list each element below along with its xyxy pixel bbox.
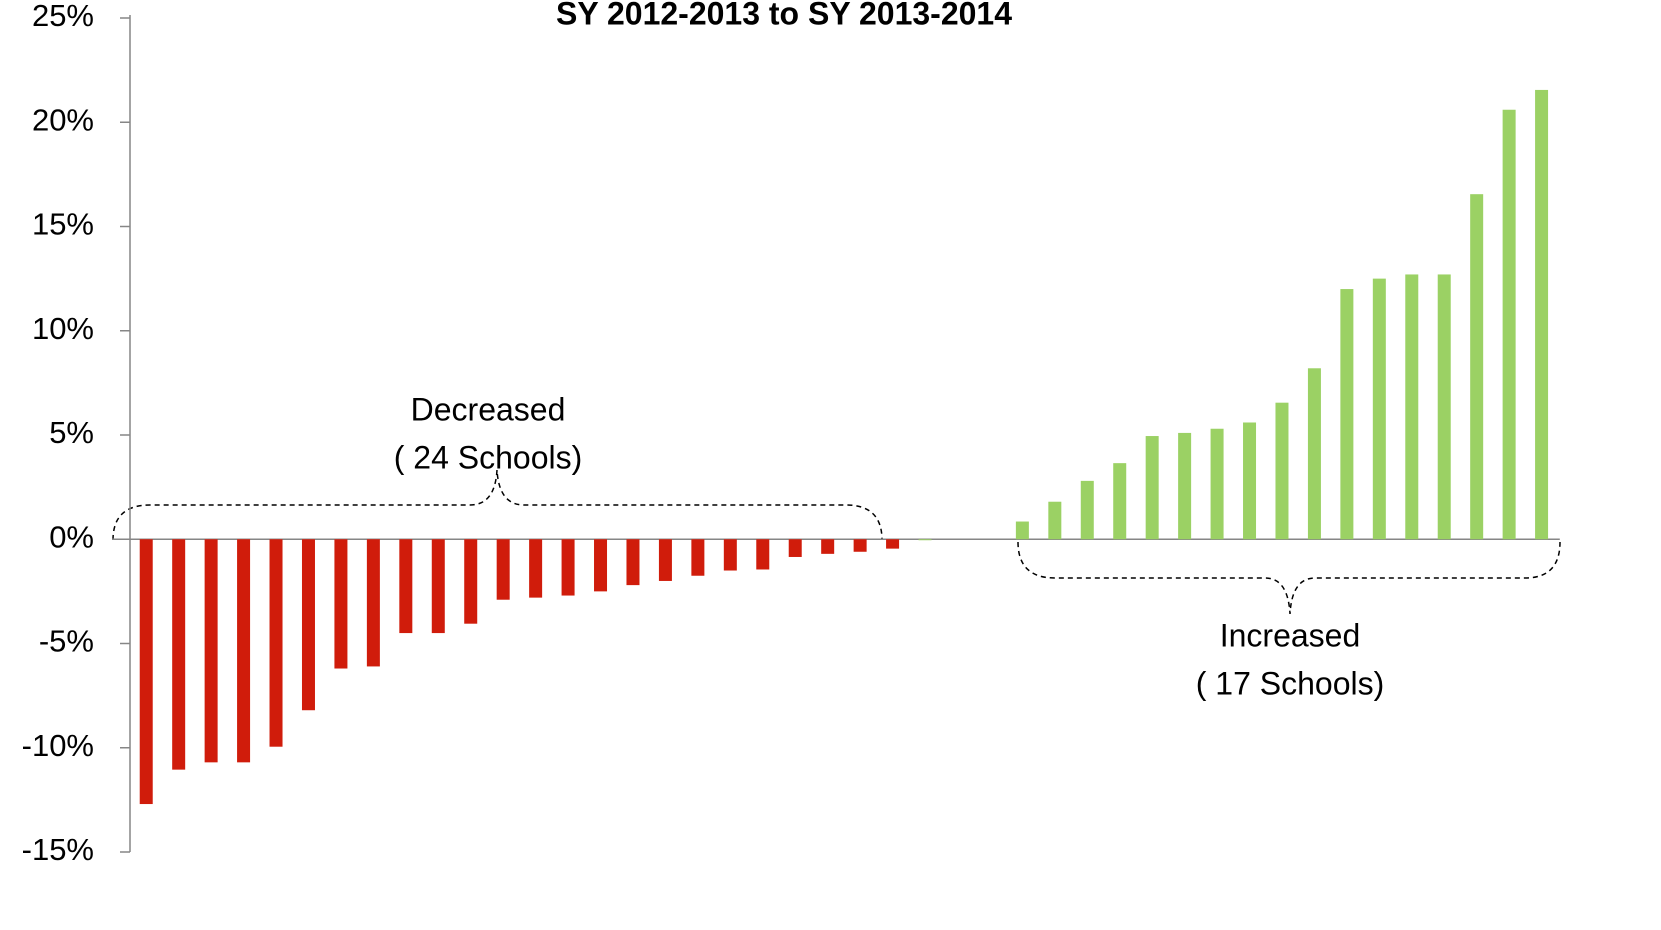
- chart-title: SY 2012-2013 to SY 2013-2014: [556, 0, 1012, 31]
- y-tick-label: -10%: [22, 728, 94, 763]
- y-tick-label: -5%: [39, 624, 94, 659]
- bar: [1178, 432, 1192, 540]
- bar: [496, 539, 510, 600]
- bar: [431, 539, 445, 634]
- bar: [561, 539, 575, 596]
- annotation: Decreased: [411, 391, 566, 427]
- bar: [594, 539, 608, 592]
- bar: [853, 539, 867, 552]
- bar: [1113, 463, 1127, 540]
- bar: [1275, 402, 1289, 540]
- y-tick-label: -15%: [22, 832, 94, 867]
- bar: [788, 539, 802, 557]
- bar: [723, 539, 737, 571]
- bar: [139, 539, 153, 805]
- bar: [1470, 194, 1484, 540]
- bar: [1048, 501, 1062, 540]
- bar: [1340, 289, 1354, 540]
- bar: [399, 539, 413, 634]
- annotation: ( 24 Schools): [394, 439, 583, 475]
- y-tick-label: 10%: [32, 311, 94, 346]
- annotation: ( 17 Schools): [1196, 665, 1385, 701]
- y-tick-label: 0%: [49, 519, 94, 554]
- bar: [237, 539, 251, 763]
- bar: [464, 539, 478, 624]
- bar: [918, 539, 932, 541]
- bar: [204, 539, 218, 763]
- bar: [1437, 274, 1451, 540]
- y-tick-label: 5%: [49, 415, 94, 450]
- bar: [1307, 368, 1321, 540]
- bar: [1145, 436, 1159, 540]
- bar: [269, 539, 283, 747]
- y-tick-label: 20%: [32, 102, 94, 137]
- bar: [529, 539, 543, 598]
- bar: [1535, 89, 1549, 540]
- y-tick-label: 25%: [32, 0, 94, 33]
- bar: [1243, 422, 1257, 540]
- decrease-brace: [112, 469, 883, 541]
- increase-brace: [1017, 541, 1561, 615]
- bar: [334, 539, 348, 669]
- bar: [1080, 480, 1094, 540]
- bar: [1372, 278, 1386, 540]
- bar: [366, 539, 380, 667]
- bar: [756, 539, 770, 570]
- bar: [658, 539, 672, 581]
- y-tick-label: 15%: [32, 207, 94, 242]
- bar: [1210, 428, 1224, 540]
- bar: [1502, 109, 1516, 540]
- bar: [301, 539, 315, 711]
- annotation: Increased: [1220, 617, 1361, 653]
- bar: [1405, 274, 1419, 540]
- bar: [1015, 521, 1029, 540]
- bar: [886, 539, 900, 549]
- bar: [172, 539, 186, 770]
- bar: [626, 539, 640, 586]
- bar: [821, 539, 835, 554]
- bar: [691, 539, 705, 576]
